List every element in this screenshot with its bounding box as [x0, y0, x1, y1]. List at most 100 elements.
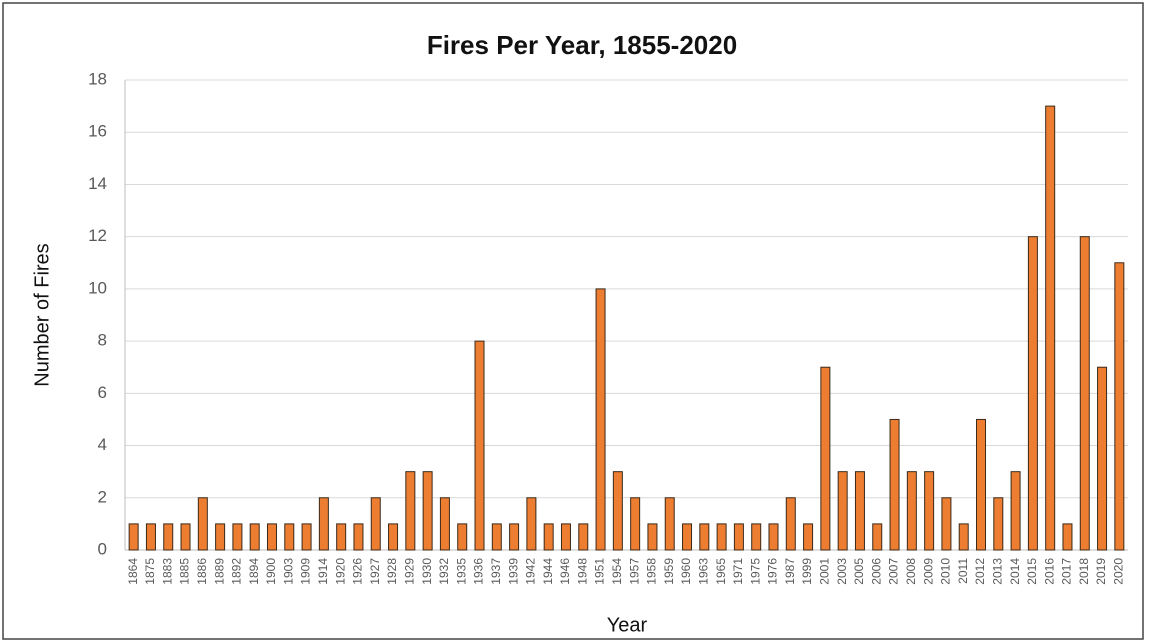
x-tick-label: 2008: [904, 558, 918, 585]
y-axis-label: Number of Fires: [31, 243, 53, 386]
bar: [993, 497, 1004, 551]
bar: [405, 471, 416, 551]
x-tick-label: 2015: [1025, 558, 1039, 585]
x-tick-label: 1903: [281, 558, 295, 585]
bar: [353, 523, 364, 551]
bar: [578, 523, 589, 551]
x-tick-label: 1900: [264, 558, 278, 585]
x-tick-label: 1927: [368, 558, 382, 585]
y-tick-label: 18: [88, 69, 107, 88]
x-tick-label: 1920: [333, 558, 347, 585]
x-tick-label: 1954: [610, 558, 624, 585]
bar: [716, 523, 727, 551]
bar: [976, 418, 987, 551]
bar: [1062, 523, 1073, 551]
x-tick-label: 2010: [939, 558, 953, 585]
x-tick-label: 1928: [385, 558, 399, 585]
bar: [491, 523, 502, 551]
x-tick-label: 1935: [454, 558, 468, 585]
bar: [941, 497, 952, 551]
x-tick-label: 2009: [921, 558, 935, 585]
bar: [284, 523, 295, 551]
bar: [958, 523, 969, 551]
bar: [889, 418, 900, 551]
bar: [595, 288, 606, 551]
x-tick-label: 1864: [126, 558, 140, 585]
bar: [1027, 236, 1038, 551]
x-tick-label: 1932: [437, 558, 451, 585]
x-tick-label: 1894: [247, 558, 261, 585]
bar: [232, 523, 243, 551]
x-tick-label: 2011: [956, 558, 970, 584]
x-tick-label: 1909: [299, 558, 313, 585]
bar: [474, 340, 485, 551]
x-tick-label: 1951: [593, 558, 607, 585]
x-tick-label: 1942: [524, 558, 538, 585]
bar: [439, 497, 450, 551]
bar: [612, 471, 623, 551]
x-tick-label: 1929: [403, 558, 417, 585]
x-tick-label: 1939: [506, 558, 520, 585]
x-tick-label: 1987: [783, 558, 797, 585]
x-tick-label: 2007: [887, 558, 901, 585]
x-tick-label: 1930: [420, 558, 434, 585]
bar: [768, 523, 779, 551]
bar: [854, 471, 865, 551]
bar: [785, 497, 796, 551]
bar: [699, 523, 710, 551]
x-tick-label: 1948: [575, 558, 589, 585]
y-tick-label: 0: [98, 539, 107, 558]
chart-title: Fires Per Year, 1855-2020: [427, 30, 737, 60]
bar: [336, 523, 347, 551]
x-tick-label: 1914: [316, 558, 330, 585]
bar: [163, 523, 174, 551]
x-tick-label: 1936: [472, 558, 486, 585]
y-tick-label: 4: [98, 435, 107, 454]
bar: [509, 523, 520, 551]
x-tick-label: 1971: [731, 558, 745, 585]
x-tick-label: 1926: [351, 558, 365, 585]
x-tick-label: 2016: [1042, 558, 1056, 585]
y-tick-label: 12: [88, 226, 107, 245]
bar: [733, 523, 744, 551]
bar: [1097, 366, 1108, 551]
x-tick-label: 1944: [541, 558, 555, 585]
x-tick-label: 2003: [835, 558, 849, 585]
bar: [820, 366, 831, 551]
x-tick-label: 1937: [489, 558, 503, 585]
x-tick-label: 1975: [748, 558, 762, 585]
bar: [682, 523, 693, 551]
y-tick-label: 8: [98, 331, 107, 350]
x-tick-label: 2012: [973, 558, 987, 585]
x-tick-label: 1883: [160, 558, 174, 585]
bar: [906, 471, 917, 551]
x-tick-label: 1885: [178, 558, 192, 585]
bar: [1010, 471, 1021, 551]
x-axis-label: Year: [607, 614, 648, 636]
y-tick-label: 16: [88, 122, 107, 141]
x-tick-label: 2020: [1112, 558, 1126, 585]
x-tick-label: 1963: [696, 558, 710, 585]
x-tick-label: 1999: [800, 558, 814, 585]
bar: [647, 523, 658, 551]
bar: [526, 497, 537, 551]
y-tick-label: 2: [98, 487, 107, 506]
bar: [266, 523, 277, 551]
x-tick-label: 2013: [990, 558, 1004, 585]
bar: [924, 471, 935, 551]
bar: [215, 523, 226, 551]
y-tick-label: 10: [88, 278, 107, 297]
x-tick-label: 1960: [679, 558, 693, 585]
y-tick-label: 14: [88, 174, 107, 193]
x-tick-label: 2014: [1008, 558, 1022, 585]
x-tick-label: 1957: [627, 558, 641, 585]
bar: [1079, 236, 1090, 551]
bar: [249, 523, 260, 551]
bar: [837, 471, 848, 551]
bar: [630, 497, 641, 551]
bar: [457, 523, 468, 551]
x-tick-label: 1976: [766, 558, 780, 585]
bar: [560, 523, 571, 551]
